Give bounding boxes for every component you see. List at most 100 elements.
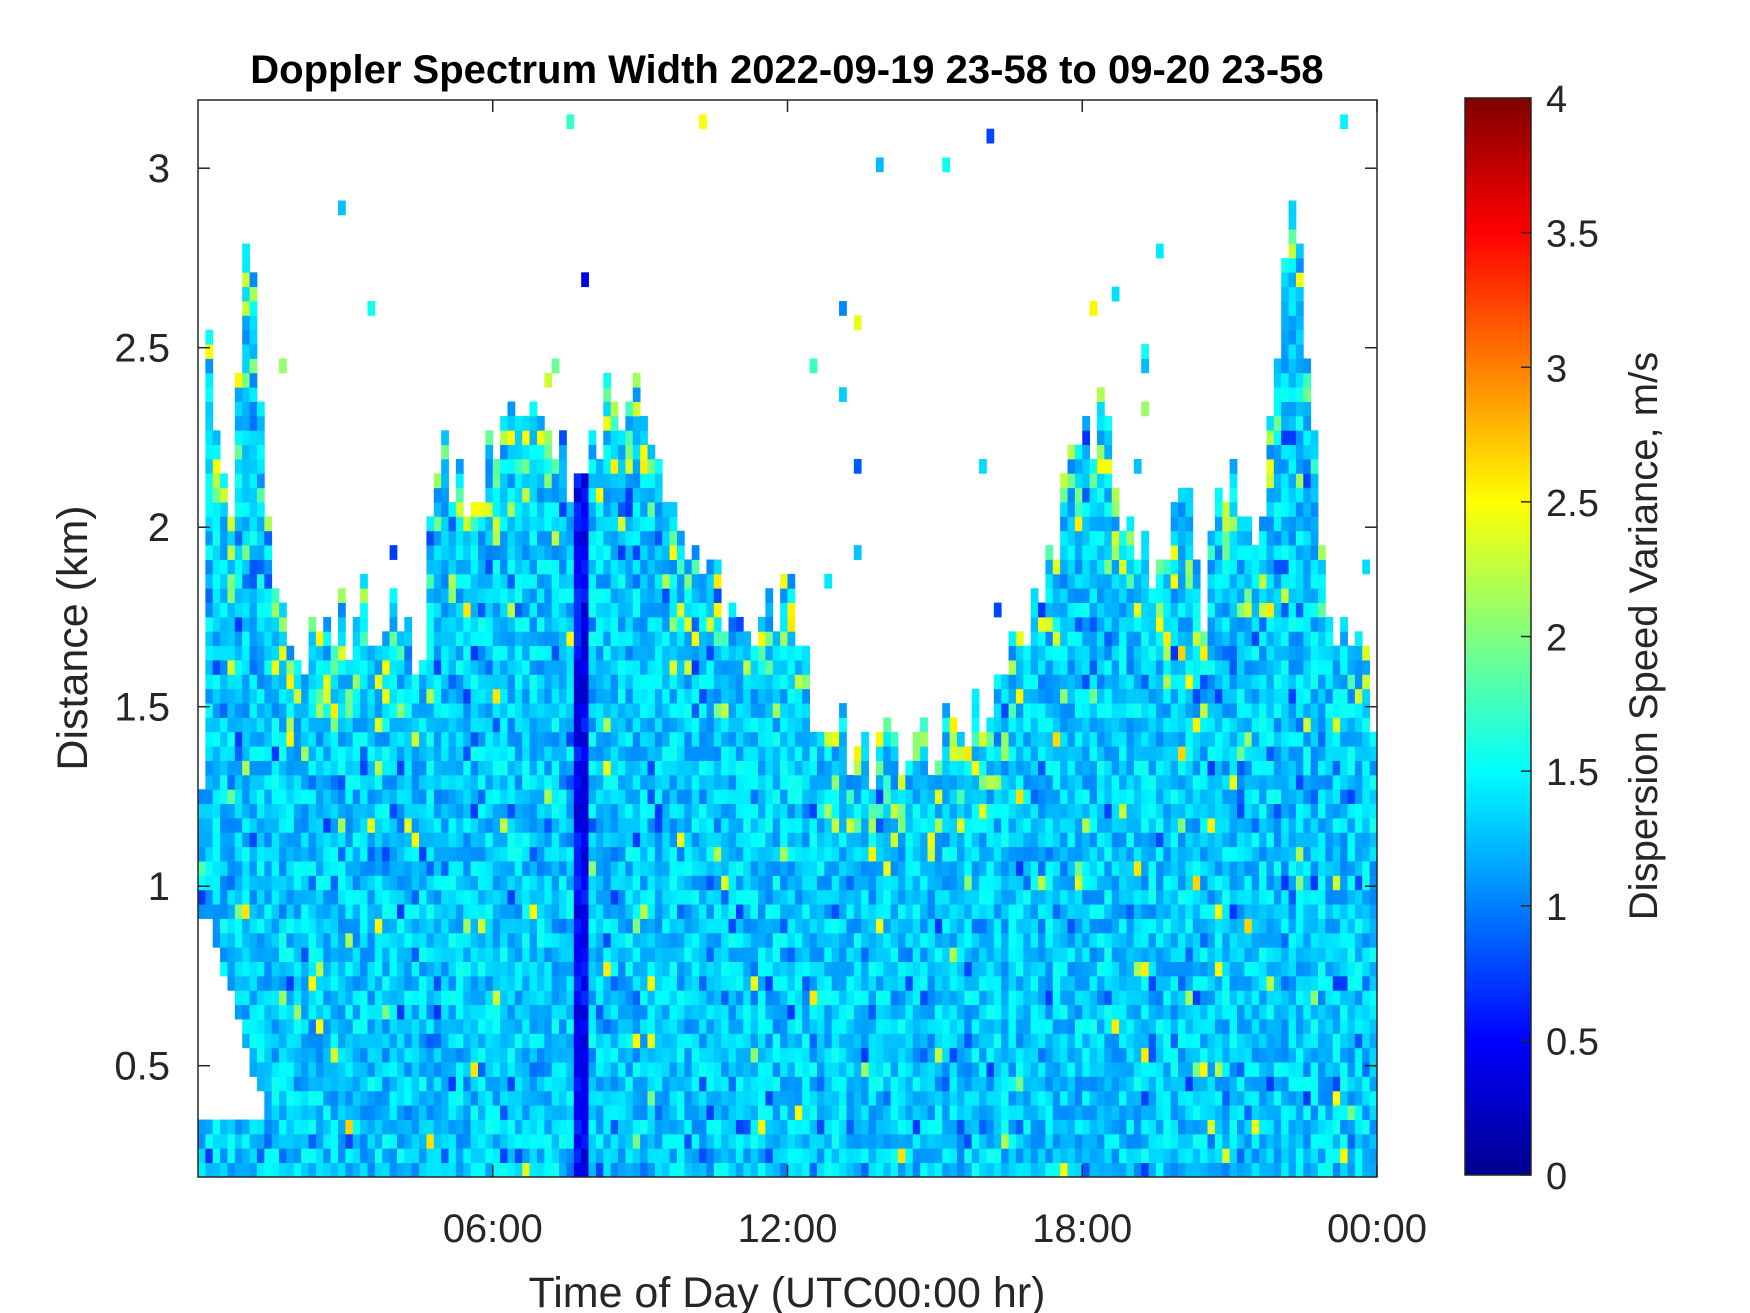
heatmap-cell — [500, 746, 508, 761]
heatmap-cell — [595, 688, 604, 704]
heatmap-cell — [603, 746, 612, 761]
heatmap-cell — [676, 1004, 685, 1020]
heatmap-cell — [750, 932, 759, 948]
heatmap-cell — [315, 904, 324, 919]
heatmap-cell — [448, 616, 457, 632]
heatmap-cell — [809, 904, 818, 919]
heatmap-cell — [1060, 717, 1068, 733]
heatmap-cell — [382, 889, 390, 905]
heatmap-cell — [352, 846, 361, 862]
heatmap-cell — [249, 1162, 258, 1177]
heatmap-cell — [264, 645, 273, 661]
heatmap-cell — [286, 889, 295, 905]
heatmap-cell — [264, 660, 273, 675]
heatmap-cell — [242, 1119, 250, 1135]
heatmap-cell — [389, 832, 398, 848]
heatmap-cell — [816, 932, 825, 948]
heatmap-cell — [198, 789, 206, 805]
heatmap-cell — [404, 631, 413, 647]
heatmap-cell — [581, 918, 589, 934]
heatmap-cell — [352, 1062, 361, 1077]
heatmap-cell — [949, 889, 958, 905]
heatmap-cell — [426, 1019, 435, 1034]
heatmap-cell — [551, 1076, 560, 1092]
heatmap-cell — [470, 616, 479, 632]
heatmap-cell — [986, 1062, 995, 1077]
heatmap-cell — [1045, 559, 1054, 575]
heatmap-cell — [249, 975, 258, 991]
heatmap-cell — [595, 947, 604, 962]
heatmap-cell — [618, 846, 626, 862]
heatmap-cell — [249, 1019, 258, 1034]
heatmap-cell — [735, 731, 744, 747]
heatmap-cell — [455, 1062, 464, 1077]
heatmap-cell — [1067, 789, 1076, 805]
heatmap-cell — [396, 1162, 405, 1177]
heatmap-cell — [706, 717, 715, 733]
heatmap-cell — [389, 789, 398, 805]
heatmap-cell — [286, 1119, 295, 1135]
heatmap-cell — [632, 645, 641, 661]
heatmap-cell — [1001, 746, 1009, 761]
heatmap-cell — [1015, 990, 1024, 1006]
heatmap-cell — [404, 875, 413, 891]
heatmap-cell — [286, 975, 295, 991]
heatmap-cell — [831, 961, 840, 977]
heatmap-cell — [676, 918, 685, 934]
heatmap-cell — [743, 789, 752, 805]
heatmap-cell — [330, 688, 339, 704]
heatmap-cell — [249, 803, 258, 819]
heatmap-cell — [264, 1019, 273, 1034]
heatmap-cell — [315, 774, 324, 790]
heatmap-cell — [1045, 674, 1054, 690]
heatmap-cell — [205, 588, 214, 603]
heatmap-cell — [1052, 602, 1061, 618]
heatmap-cell — [1052, 904, 1061, 919]
heatmap-cell — [780, 717, 788, 733]
heatmap-cell — [765, 1004, 774, 1020]
heatmap-cell — [839, 1119, 847, 1135]
heatmap-cell — [271, 674, 280, 690]
heatmap-cell — [964, 846, 973, 862]
heatmap-cell — [514, 918, 523, 934]
heatmap-cell — [441, 760, 449, 776]
heatmap-cell — [286, 703, 295, 718]
heatmap-cell — [979, 904, 987, 919]
heatmap-cell — [1008, 1119, 1017, 1135]
heatmap-cell — [780, 789, 788, 805]
heatmap-cell — [198, 832, 206, 848]
heatmap-cell — [1052, 760, 1061, 776]
heatmap-cell — [522, 990, 530, 1006]
heatmap-cell — [765, 717, 774, 733]
heatmap-cell — [618, 602, 626, 618]
heatmap-cell — [419, 1133, 427, 1149]
heatmap-cell — [640, 631, 648, 647]
heatmap-cell — [478, 918, 486, 934]
heatmap-cell — [853, 1019, 862, 1034]
heatmap-cell — [758, 703, 766, 718]
heatmap-cell — [279, 861, 287, 876]
heatmap-cell — [610, 947, 619, 962]
heatmap-cell — [308, 947, 317, 962]
heatmap-cell — [964, 1033, 973, 1049]
heatmap-cell — [1074, 459, 1083, 474]
heatmap-cell — [212, 803, 221, 819]
heatmap-cell — [853, 1004, 862, 1020]
heatmap-cell — [750, 803, 759, 819]
heatmap-cell — [647, 832, 656, 848]
heatmap-cell — [514, 602, 523, 618]
heatmap-cell — [507, 473, 516, 489]
heatmap-cell — [750, 1162, 759, 1177]
heatmap-cell — [1038, 990, 1046, 1006]
heatmap-cell — [522, 1004, 530, 1020]
heatmap-cell — [507, 1162, 516, 1177]
heatmap-cell — [735, 1119, 744, 1135]
heatmap-cell — [979, 818, 987, 833]
heatmap-cell — [212, 846, 221, 862]
heatmap-cell — [802, 1119, 811, 1135]
heatmap-cell — [654, 717, 663, 733]
heatmap-cell — [227, 803, 236, 819]
heatmap-cell — [1074, 861, 1083, 876]
heatmap-cell — [396, 1047, 405, 1063]
heatmap-cell — [787, 861, 796, 876]
